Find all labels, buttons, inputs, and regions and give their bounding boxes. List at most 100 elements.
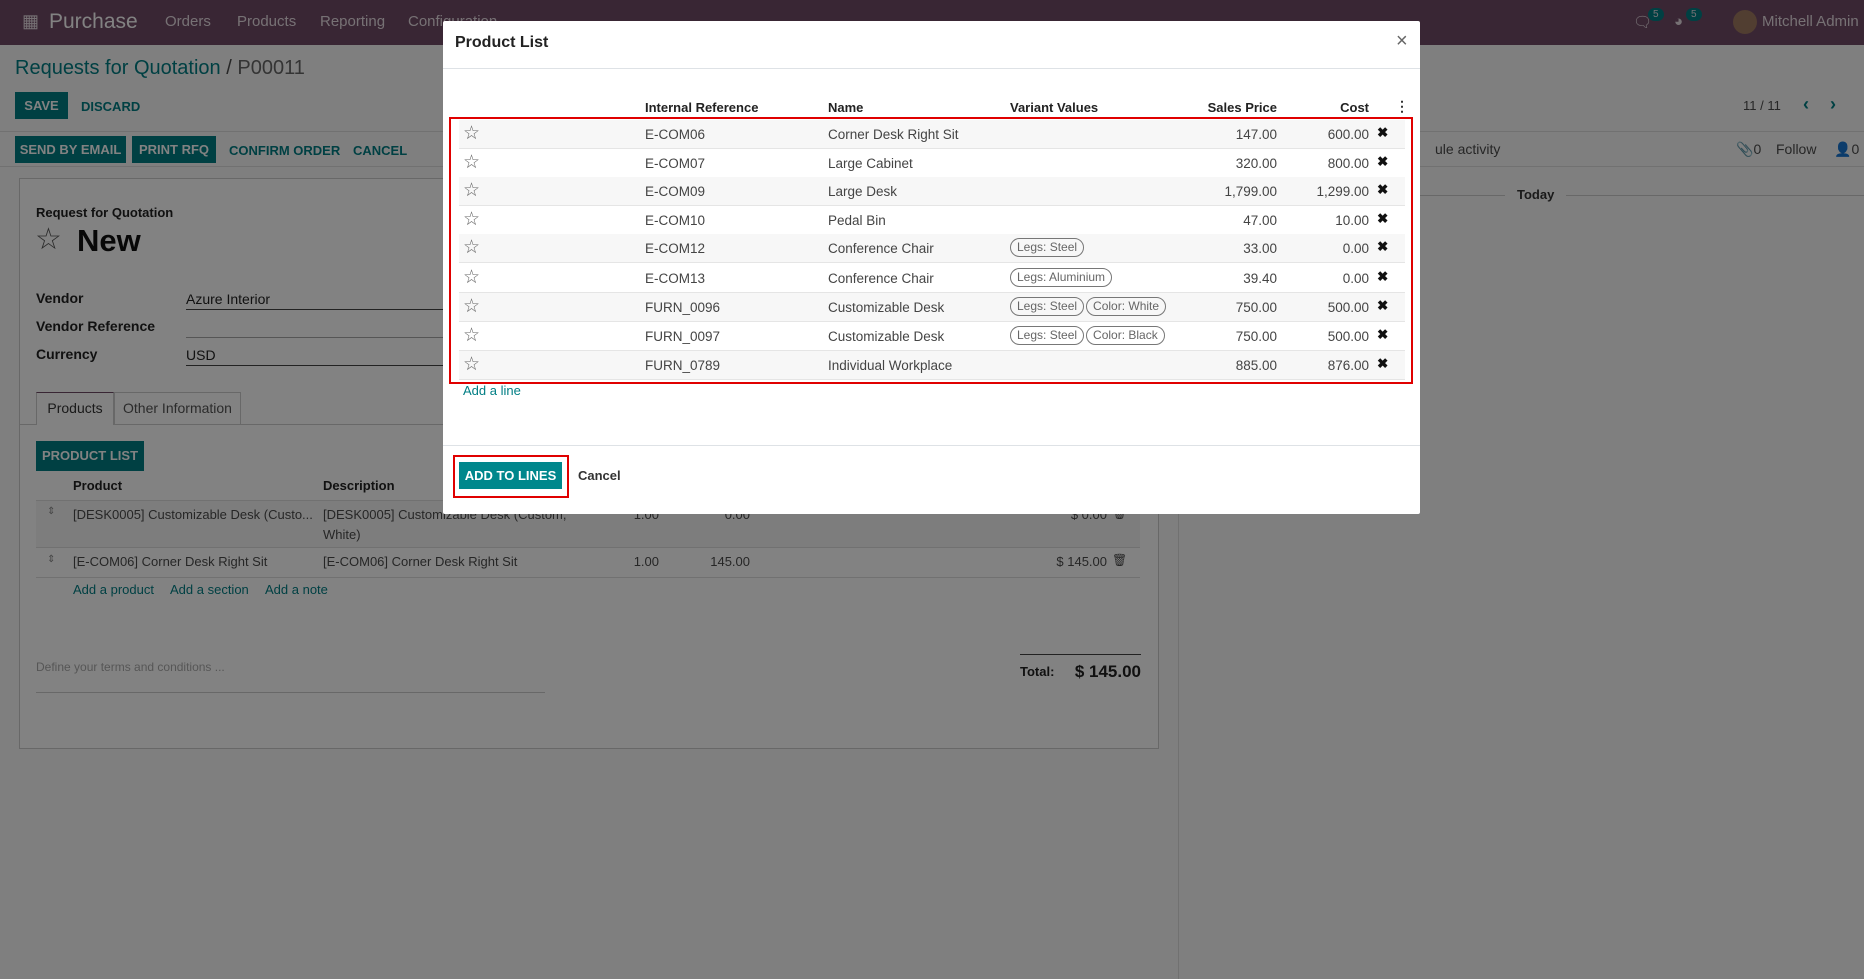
col-sales-price[interactable]: Sales Price [1207, 100, 1277, 115]
followers[interactable]: 👤0 [1834, 141, 1859, 158]
pager-prev-icon[interactable]: ‹ [1803, 94, 1809, 114]
star-icon[interactable]: ☆ [463, 180, 481, 201]
product-row[interactable]: ☆ E-COM09 Large Desk 1,799.00 1,299.00 ✖ [459, 177, 1405, 206]
star-icon[interactable]: ☆ [35, 223, 62, 256]
optional-columns-icon[interactable]: ⋮ [1395, 98, 1409, 114]
drag-handle-icon[interactable]: ⇕ [47, 554, 56, 565]
total-divider [1020, 654, 1141, 655]
print-rfq-button[interactable]: PRINT RFQ [132, 136, 216, 163]
col-name[interactable]: Name [828, 100, 864, 115]
add-product-link[interactable]: Add a product [73, 582, 154, 597]
app-title[interactable]: Purchase [49, 10, 138, 33]
star-icon[interactable]: ☆ [463, 152, 481, 173]
cancel-button[interactable]: CANCEL [353, 143, 408, 158]
remove-icon[interactable]: ✖ [1377, 239, 1389, 254]
cost: 0.00 [1342, 271, 1369, 286]
sales-price: 147.00 [1235, 127, 1277, 142]
line-product[interactable]: [DESK0005] Customizable Desk (Custo... [73, 507, 313, 522]
star-icon[interactable]: ☆ [463, 267, 481, 288]
add-note-link[interactable]: Add a note [265, 582, 328, 597]
col-cost[interactable]: Cost [1340, 100, 1369, 115]
remove-icon[interactable]: ✖ [1377, 327, 1389, 342]
drag-handle-icon[interactable]: ⇕ [47, 506, 56, 517]
col-internal-reference[interactable]: Internal Reference [645, 100, 759, 115]
activity-icon[interactable]: ◕ [1674, 13, 1684, 30]
remove-icon[interactable]: ✖ [1377, 154, 1389, 169]
menu-orders[interactable]: Orders [165, 13, 211, 30]
variant-values: Legs: Steel [1010, 238, 1086, 257]
col-product: Product [73, 478, 123, 493]
terms-input[interactable]: Define your terms and conditions ... [36, 660, 545, 693]
cost: 800.00 [1327, 156, 1369, 171]
follow-button[interactable]: Follow [1776, 141, 1817, 157]
user-menu[interactable]: Mitchell Admin [1762, 13, 1859, 30]
col-variant-values[interactable]: Variant Values [1010, 100, 1099, 115]
trash-icon[interactable]: 🗑 [1112, 553, 1128, 567]
close-icon[interactable]: × [1396, 30, 1408, 52]
product-row[interactable]: ☆ E-COM12 Conference Chair Legs: Steel 33.00… [459, 234, 1405, 263]
variant-values: Legs: Steel Color: Black [1010, 326, 1167, 345]
remove-icon[interactable]: ✖ [1377, 182, 1389, 197]
vendor-field[interactable]: Azure Interior [186, 291, 271, 307]
product-row[interactable]: ☆ E-COM06 Corner Desk Right Sit 147.00 600.0… [459, 120, 1405, 149]
pager-next-icon[interactable]: › [1830, 94, 1836, 114]
sales-price: 750.00 [1235, 329, 1277, 344]
product-row[interactable]: ☆ FURN_0096 Customizable Desk Legs: Steel Co… [459, 293, 1405, 322]
confirm-order-button[interactable]: CONFIRM ORDER [229, 143, 341, 158]
product-row[interactable]: ☆ FURN_0097 Customizable Desk Legs: Steel Co… [459, 322, 1405, 351]
menu-products[interactable]: Products [237, 13, 297, 30]
remove-icon[interactable]: ✖ [1377, 298, 1389, 313]
line-product[interactable]: [E-COM06] Corner Desk Right Sit [73, 554, 268, 569]
product-name: Individual Workplace [828, 358, 953, 373]
line-description-cont: White) [323, 527, 361, 542]
star-icon[interactable]: ☆ [463, 325, 481, 346]
line-price[interactable]: 145.00 [710, 554, 750, 569]
star-icon[interactable]: ☆ [463, 237, 481, 258]
send-by-email-button[interactable]: SEND BY EMAIL [15, 136, 126, 163]
star-icon[interactable]: ☆ [463, 296, 481, 317]
apps-grid-icon[interactable]: ▦ [22, 11, 40, 31]
remove-icon[interactable]: ✖ [1377, 211, 1389, 226]
star-icon[interactable]: ☆ [463, 209, 481, 230]
menu-reporting[interactable]: Reporting [320, 13, 386, 30]
product-name: Conference Chair [828, 241, 934, 256]
remove-icon[interactable]: ✖ [1377, 356, 1389, 371]
tab-other-information[interactable]: Other Information [114, 392, 241, 424]
add-line-link[interactable]: Add a line [463, 383, 521, 398]
vendor-reference-field[interactable] [186, 337, 446, 338]
add-to-lines-button[interactable]: ADD TO LINES [459, 462, 562, 489]
discard-button[interactable]: DISCARD [81, 99, 141, 114]
attachments[interactable]: 📎0 [1736, 141, 1761, 158]
sales-price: 47.00 [1243, 213, 1277, 228]
remove-icon[interactable]: ✖ [1377, 269, 1389, 284]
product-row[interactable]: ☆ E-COM13 Conference Chair Legs: Aluminium 3… [459, 264, 1405, 293]
line-description[interactable]: [E-COM06] Corner Desk Right Sit [323, 554, 518, 569]
product-list-dialog [443, 21, 1420, 514]
variant-tag: Legs: Steel [1010, 238, 1085, 257]
breadcrumb: Requests for Quotation / P00011 [15, 57, 305, 80]
currency-field[interactable]: USD [186, 347, 216, 363]
star-icon[interactable]: ☆ [463, 123, 481, 144]
chat-icon[interactable]: 🗨 [1633, 14, 1653, 31]
avatar[interactable] [1733, 10, 1757, 34]
line-qty[interactable]: 1.00 [633, 554, 659, 569]
follower-count: 0 [1851, 141, 1860, 157]
product-row[interactable]: ☆ FURN_0789 Individual Workplace 885.00 876.… [459, 351, 1405, 380]
product-name: Customizable Desk [828, 329, 945, 344]
save-button[interactable]: SAVE [15, 92, 68, 119]
dialog-cancel-button[interactable]: Cancel [578, 468, 621, 483]
remove-icon[interactable]: ✖ [1377, 125, 1389, 140]
chatter-divider [1178, 166, 1179, 979]
tab-products[interactable]: Products [36, 392, 114, 425]
add-section-link[interactable]: Add a section [170, 582, 249, 597]
total-amount: $ 145.00 [1074, 662, 1141, 681]
variant-values: Legs: Aluminium [1010, 268, 1114, 287]
schedule-activity-link[interactable]: ule activity [1435, 141, 1501, 157]
breadcrumb-parent[interactable]: Requests for Quotation [15, 57, 221, 79]
activity-badge: 5 [1686, 8, 1702, 21]
internal-reference: E-COM13 [645, 271, 706, 286]
variant-tag: Legs: Steel [1010, 297, 1085, 316]
star-icon[interactable]: ☆ [463, 354, 481, 375]
order-line-row[interactable] [36, 548, 1140, 578]
product-list-button[interactable]: PRODUCT LIST [36, 441, 144, 471]
